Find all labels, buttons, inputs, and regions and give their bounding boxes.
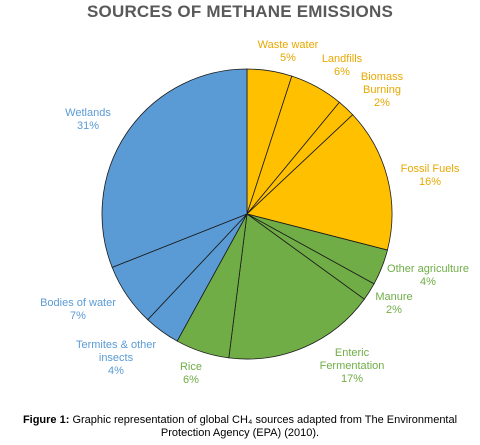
- slice-label-enteric-fermentation: Enteric Fermentation 17%: [320, 347, 385, 385]
- slice-label-biomass-burning: Biomass Burning 2%: [361, 71, 404, 109]
- chart-title: SOURCES OF METHANE EMISSIONS: [87, 2, 393, 21]
- caption-text: Graphic representation of global CH₄ sou…: [69, 414, 458, 439]
- pie-labels: Waste water 5% Landfills 6% Biomass Burning 2%…: [40, 39, 469, 386]
- pie-slices: [101, 68, 393, 360]
- pie-chart: Waste water 5% Landfills 6% Biomass Burning 2%…: [40, 39, 469, 386]
- caption-prefix: Figure 1:: [22, 414, 70, 426]
- slice-label-fossil-fuels: Fossil Fuels 16%: [401, 163, 460, 188]
- slice-label-bodies-of-water: Bodies of water 7%: [40, 297, 116, 322]
- slice-label-waste-water: Waste water 5%: [258, 39, 319, 64]
- pie-slice-wetlands: [101, 68, 248, 268]
- figure-caption: Figure 1: Graphic representation of glob…: [8, 414, 472, 440]
- slice-label-landfills: Landfills 6%: [322, 53, 363, 78]
- slice-label-rice: Rice 6%: [180, 361, 202, 386]
- pie-slice-enteric-fermentation: [228, 213, 365, 360]
- pie-slice-fossil-fuels: [246, 114, 393, 251]
- slice-label-manure: Manure 2%: [375, 291, 412, 316]
- slice-label-termites-other-insects: Termites & other insects 4%: [76, 339, 156, 377]
- slice-label-other-agriculture: Other agriculture 4%: [387, 263, 469, 288]
- slice-label-wetlands: Wetlands 31%: [65, 107, 111, 132]
